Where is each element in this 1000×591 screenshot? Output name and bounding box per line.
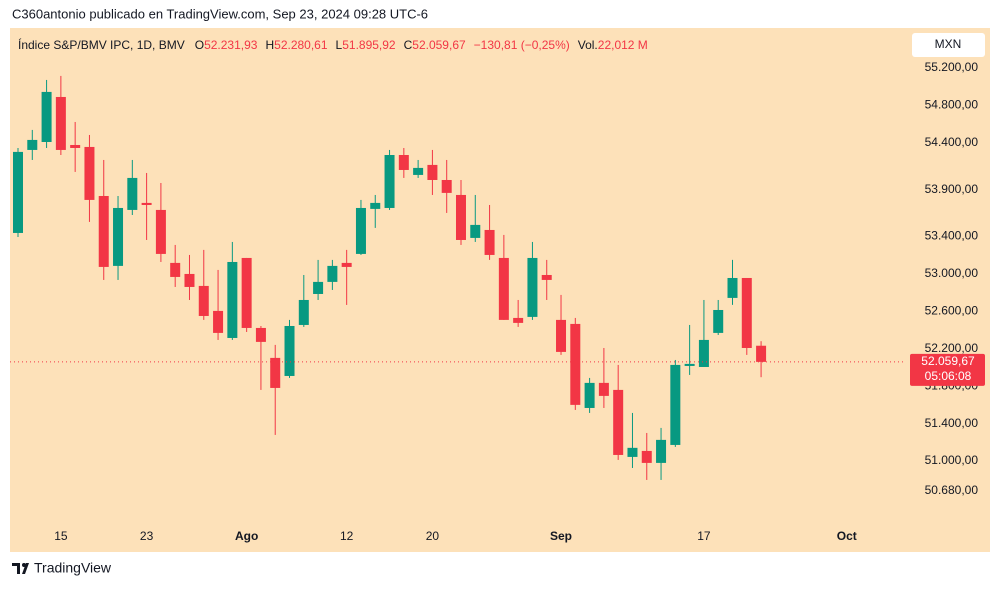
y-tick-label: 53.400,00 bbox=[925, 229, 979, 243]
legend-key: C bbox=[404, 38, 413, 52]
candle-body bbox=[413, 167, 424, 175]
candle-body bbox=[298, 299, 309, 325]
candle-body bbox=[598, 382, 609, 396]
candle-body bbox=[355, 207, 366, 254]
y-tick-label: 54.800,00 bbox=[925, 98, 979, 112]
candle-body bbox=[513, 317, 524, 323]
candle-body bbox=[570, 323, 581, 405]
last-price-box bbox=[910, 353, 985, 386]
candle-body bbox=[313, 281, 324, 294]
candle-body bbox=[27, 139, 38, 150]
candle-body bbox=[470, 224, 481, 238]
legend-change: −130,81 (−0,25%) bbox=[474, 38, 570, 52]
candle-body bbox=[398, 155, 409, 170]
legend-key: H bbox=[265, 38, 274, 52]
candle-body bbox=[341, 262, 352, 267]
candle-body bbox=[270, 357, 281, 388]
candle-body bbox=[70, 144, 81, 148]
header: C360antonio publicado en TradingView.com… bbox=[12, 6, 428, 21]
legend-value: 51.895,92 bbox=[342, 38, 396, 52]
y-tick-label: 53.000,00 bbox=[925, 266, 979, 280]
candle-body bbox=[198, 285, 209, 316]
candle-body bbox=[13, 151, 23, 233]
candle-body bbox=[556, 319, 567, 352]
candle-body bbox=[41, 91, 52, 142]
candle-body bbox=[641, 450, 652, 463]
candle-body bbox=[484, 229, 495, 255]
candle-body bbox=[170, 262, 181, 277]
x-tick-label: 23 bbox=[140, 529, 154, 543]
x-tick-label: 15 bbox=[54, 529, 68, 543]
x-tick-label: 17 bbox=[697, 529, 711, 543]
candle-body bbox=[584, 382, 595, 408]
legend-key: L bbox=[336, 38, 343, 52]
candle-body bbox=[427, 164, 438, 180]
x-tick-label: 12 bbox=[340, 529, 354, 543]
candle-body bbox=[656, 439, 667, 463]
candle-body bbox=[627, 447, 638, 457]
candle-body bbox=[756, 345, 767, 362]
candle-body bbox=[713, 309, 724, 333]
candle-body bbox=[455, 194, 466, 240]
candle-body bbox=[527, 257, 538, 317]
candle-body bbox=[155, 209, 166, 254]
x-tick-label: Sep bbox=[550, 529, 572, 543]
candle-body bbox=[255, 327, 266, 342]
y-tick-label: 55.200,00 bbox=[925, 60, 979, 74]
x-tick-label: Ago bbox=[235, 529, 258, 543]
candle-body bbox=[613, 389, 624, 455]
candle-body bbox=[741, 277, 752, 348]
brand-logo bbox=[12, 563, 29, 574]
currency: MXN bbox=[935, 37, 962, 51]
candle-body bbox=[498, 257, 509, 320]
candle-body bbox=[441, 179, 452, 193]
candle-body bbox=[55, 96, 66, 150]
y-tick-label: 51.000,00 bbox=[925, 453, 979, 467]
candle-body bbox=[98, 195, 109, 267]
candle-body bbox=[541, 274, 552, 280]
candle-body bbox=[141, 202, 152, 205]
candle-body bbox=[284, 325, 295, 376]
countdown: 05:06:08 bbox=[925, 369, 972, 383]
legend-value: 52.231,93 bbox=[204, 38, 258, 52]
candle-body bbox=[370, 202, 381, 209]
y-tick-label: 50.680,00 bbox=[925, 483, 979, 497]
candle-body bbox=[384, 155, 395, 208]
candle-body bbox=[227, 261, 238, 338]
candle-body bbox=[213, 310, 224, 333]
y-tick-label: 51.400,00 bbox=[925, 416, 979, 430]
currency-box bbox=[912, 33, 985, 57]
y-tick-label: 52.200,00 bbox=[925, 341, 979, 355]
x-tick-label: 20 bbox=[426, 529, 440, 543]
y-tick-label: 53.900,00 bbox=[925, 182, 979, 196]
candle-body bbox=[184, 273, 195, 287]
candle-body bbox=[684, 363, 695, 366]
candle-body bbox=[113, 207, 124, 266]
legend-value: 52.059,67 bbox=[412, 38, 466, 52]
candle-body bbox=[327, 265, 338, 282]
last-price-label: 52.059,67 bbox=[921, 354, 975, 368]
legend-volume-key: Vol. bbox=[578, 38, 598, 52]
brand: TradingView bbox=[34, 560, 112, 576]
candle-body bbox=[727, 277, 738, 298]
candle-body bbox=[670, 364, 681, 445]
legend: Índice S&P/BMV IPC, 1D, BMV O52.231,93 H52… bbox=[18, 37, 648, 52]
legend-value: 52.280,61 bbox=[274, 38, 328, 52]
legend-key: O bbox=[195, 38, 204, 52]
candle-body bbox=[84, 146, 95, 200]
legend-volume: 22,012 M bbox=[598, 38, 648, 52]
candle-body bbox=[698, 339, 709, 367]
candle-body bbox=[127, 177, 138, 210]
x-tick-label: Oct bbox=[837, 529, 857, 543]
y-tick-label: 52.600,00 bbox=[925, 303, 979, 317]
y-tick-label: 54.400,00 bbox=[925, 135, 979, 149]
legend-symbol: Índice S&P/BMV IPC, 1D, BMV bbox=[18, 37, 185, 52]
candle-body bbox=[241, 257, 252, 328]
